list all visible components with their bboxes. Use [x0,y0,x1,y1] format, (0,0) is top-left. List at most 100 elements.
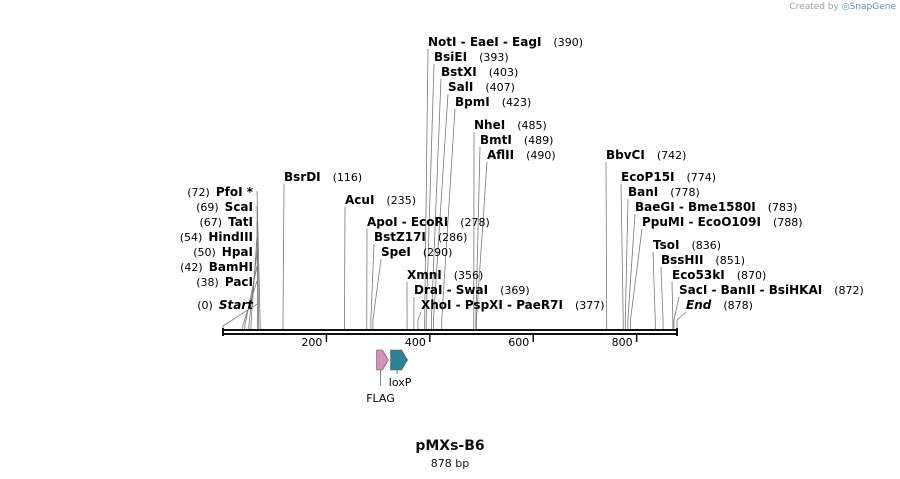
site-name: BpmI [455,95,490,109]
site-position: (116) [333,171,363,184]
site-leader [248,250,258,329]
site-leader [370,243,375,329]
site-name: BanI [628,185,658,199]
tick-label: 800 [612,336,633,349]
site-position: (407) [485,81,515,94]
site-name: HpaI [222,245,253,259]
sequence-backbone [222,328,678,336]
site-name: BstXI [441,65,477,79]
site-position: (67) [199,216,222,229]
site-position: (783) [768,201,798,214]
site-leader [620,183,624,329]
site-label: BmtI (489) [480,133,553,147]
site-position: (774) [687,171,717,184]
site-position: (0) [197,299,213,312]
site-position: (878) [723,299,753,312]
site-leader [256,220,259,329]
site-position: (403) [489,66,519,79]
site-name: SacI - BanII - BsiHKAI [679,283,822,297]
site-name: XhoI - PspXI - PaeR7I [421,298,563,312]
site-label: BamHI (42) [180,260,253,274]
site-leader [673,296,680,329]
site-label: AcuI (235) [345,193,416,207]
credit-brand: SnapGene [849,2,896,12]
site-name: SalI [448,80,473,94]
site-name: End [686,298,712,312]
site-position: (278) [460,216,490,229]
site-leader [441,108,456,329]
tick-label: 200 [301,336,322,349]
site-label: SacI - BanII - BsiHKAI (872) [679,283,864,297]
site-label: XmnI (356) [407,268,483,282]
site-name: BsrDI [284,170,321,184]
site-leader [372,258,382,329]
site-label: BpmI (423) [455,95,531,109]
site-leader [630,228,643,329]
site-label: BssHII (851) [661,253,745,267]
site-name: PfoI * [216,185,254,199]
site-name: BssHII [661,253,703,267]
feature-label: loxP [389,376,412,389]
site-name: BbvCI [606,148,645,162]
site-position: (872) [834,284,864,297]
plasmid-size: 878 bp [430,457,470,470]
site-name: SpeI [381,245,411,259]
site-leader-lines [222,48,687,329]
site-position: (50) [193,246,216,259]
site-name: AflII [487,148,514,162]
plasmid-name: pMXs-B6 [415,438,485,454]
site-position: (72) [187,186,210,199]
site-position: (38) [196,276,219,289]
site-leader [256,190,261,329]
site-position: (235) [386,194,416,207]
ruler-ticks: 200 400 600 800 [301,335,638,349]
site-leader [660,266,664,329]
site-name: ApoI - EcoRI [367,215,448,229]
site-name: TsoI [653,238,679,252]
site-leader [475,161,488,329]
site-label: PfoI * (72) [187,185,253,199]
site-leader [256,205,260,329]
site-position: (369) [500,284,530,297]
site-name: PacI [225,275,253,289]
site-label: BaeGI - Bme1580I (783) [635,200,797,214]
site-label: BsiEI (393) [434,50,509,64]
snapgene-logo-icon: ◎ [841,2,850,12]
site-label: XhoI - PspXI - PaeR7I (377) [421,298,605,312]
site-name: TatI [228,215,253,229]
site-label: EcoP15I (774) [621,170,716,184]
site-label: SpeI (290) [381,245,452,259]
credit-prefix: Created by [789,2,839,12]
site-label: ApoI - EcoRI (278) [367,215,490,229]
site-label: End (878) [686,298,753,312]
site-leader [671,281,674,329]
site-leader [652,251,656,329]
site-position: (286) [438,231,468,244]
site-name: Eco53kI [672,268,725,282]
site-position: (870) [737,269,767,282]
site-leader [242,280,258,329]
tick-label: 600 [508,336,529,349]
site-label: BstZ17I (286) [374,230,467,244]
site-name: DraI - SwaI [414,283,488,297]
site-position: (377) [575,299,605,312]
site-name: Start [219,298,254,312]
site-leader [605,161,608,329]
site-name: BamHI [209,260,253,274]
site-label: BbvCI (742) [606,148,686,162]
site-label: ScaI (69) [196,200,253,214]
tick-label: 400 [405,336,426,349]
site-leader [425,63,435,329]
site-name: BstZ17I [374,230,426,244]
site-name: HindIII [208,230,253,244]
site-position: (742) [657,149,687,162]
site-leader [433,93,449,329]
site-position: (836) [691,239,721,252]
site-labels: NotI - EaeI - EagI (390) BsiEI (393)BstXI (4… [180,35,864,312]
site-position: (851) [715,254,745,267]
site-leader [424,48,429,329]
site-position: (390) [553,36,583,49]
site-label: NotI - EaeI - EagI (390) [428,35,583,49]
features-track: FLAG loxP [366,349,412,405]
